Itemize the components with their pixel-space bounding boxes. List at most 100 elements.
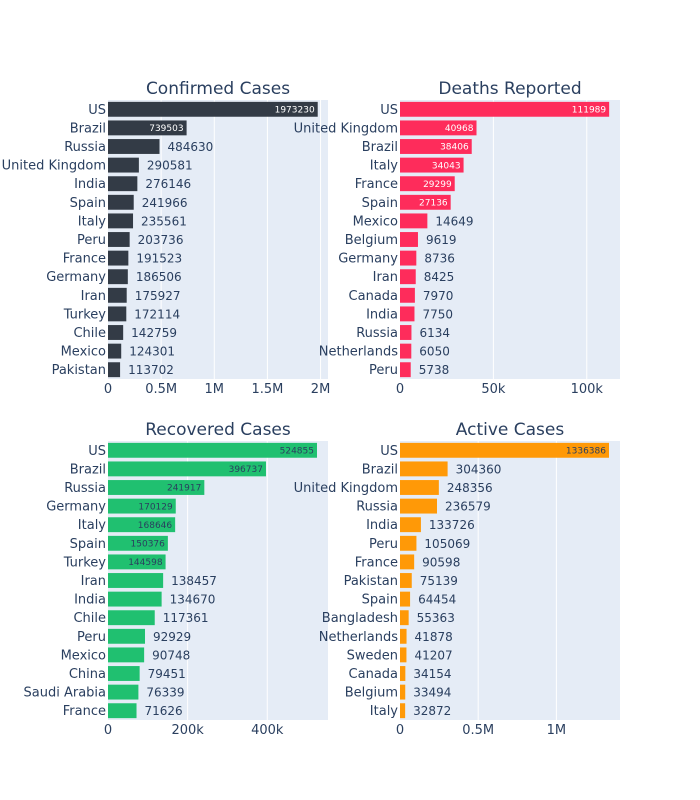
bar (400, 287, 415, 303)
data-label: 9619 (426, 233, 457, 247)
y-tick-label: France (63, 252, 106, 267)
bar (400, 101, 610, 117)
subplot-confirmed-cases: Confirmed Cases 0 0.5M 1M 1.5M 2M US 1973230 Br… (2, 79, 331, 397)
y-tick-label: Belgium (345, 233, 398, 248)
data-label: 92929 (153, 630, 191, 644)
y-tick-label: India (74, 593, 106, 608)
subplot-title: Recovered Cases (145, 420, 291, 440)
data-label: 1336386 (566, 446, 606, 456)
y-tick-label: US (380, 444, 398, 459)
data-label: 6050 (419, 345, 450, 359)
data-label: 203736 (138, 233, 184, 247)
data-label: 41207 (414, 648, 452, 662)
data-label: 29299 (423, 180, 452, 190)
bar (108, 325, 124, 340)
y-tick-label: Mexico (353, 214, 398, 229)
y-tick-label: Sweden (347, 648, 398, 663)
data-label: 175927 (135, 289, 181, 303)
x-tick-label: 2M (311, 382, 331, 397)
bar (400, 517, 421, 533)
bar (400, 176, 455, 192)
data-label: 64454 (418, 593, 456, 607)
y-tick-label: Italy (370, 159, 399, 174)
data-label: 290581 (147, 159, 193, 173)
bar (400, 157, 464, 173)
bar (108, 120, 187, 136)
data-label: 248356 (447, 481, 493, 495)
bar (400, 461, 448, 477)
y-tick-label: China (69, 667, 106, 682)
data-label: 34154 (413, 667, 451, 681)
x-tick-label: 50k (481, 382, 506, 397)
y-tick-label: Netherlands (319, 345, 398, 360)
bar (400, 362, 411, 378)
y-tick-label: United Kingdom (2, 159, 106, 174)
bar (400, 554, 415, 570)
bar (108, 610, 155, 626)
y-tick-label: Chile (73, 611, 106, 626)
data-label: 7750 (422, 307, 453, 321)
data-label: 7970 (423, 289, 454, 303)
x-tick-label: 1.5M (251, 382, 283, 397)
bar (400, 269, 416, 285)
data-label: 76339 (146, 686, 184, 700)
data-label: 5738 (419, 363, 450, 377)
y-tick-label: Peru (369, 363, 398, 378)
data-label: 33494 (413, 686, 451, 700)
bar (400, 213, 428, 229)
y-tick-label: Iran (81, 289, 106, 304)
data-label: 235561 (141, 214, 187, 228)
y-tick-label: Chile (73, 326, 106, 341)
bar (108, 628, 146, 644)
bar (108, 442, 317, 458)
bar (108, 139, 160, 154)
data-label: 105069 (424, 537, 470, 551)
bar (400, 194, 451, 210)
y-tick-label: India (74, 177, 106, 192)
bar (108, 269, 128, 285)
bar (400, 325, 412, 340)
bar (108, 213, 134, 229)
data-label: 484630 (168, 140, 214, 154)
data-label: 172114 (134, 307, 180, 321)
bar (400, 535, 417, 551)
data-label: 117361 (163, 611, 209, 625)
bar (400, 120, 477, 136)
bar (108, 498, 176, 514)
y-tick-label: Germany (338, 252, 398, 267)
y-tick-label: India (366, 518, 398, 533)
x-tick-label: 400k (251, 723, 284, 738)
y-tick-label: India (366, 307, 398, 322)
data-label: 124301 (129, 345, 175, 359)
data-label: 27136 (419, 198, 448, 208)
y-tick-label: France (355, 555, 398, 570)
data-label: 113702 (128, 363, 174, 377)
y-tick-label: Germany (46, 270, 106, 285)
y-tick-label: Spain (70, 537, 106, 552)
data-label: 8736 (424, 252, 455, 266)
x-tick-label: 200k (171, 723, 204, 738)
bar (108, 554, 166, 570)
subplot-deaths-reported: Deaths Reported 0 50k 100k US 111989 United K… (294, 79, 620, 397)
data-label: 75139 (420, 574, 458, 588)
subplot-title: Active Cases (456, 420, 565, 440)
y-tick-label: Netherlands (319, 630, 398, 645)
bar (108, 101, 318, 117)
data-label: 1973230 (275, 105, 315, 115)
bar (108, 194, 134, 210)
data-label: 14649 (435, 214, 473, 228)
data-label: 90748 (152, 648, 190, 662)
data-label: 111989 (572, 105, 607, 115)
y-tick-label: Russia (356, 326, 398, 341)
bar (400, 306, 415, 322)
bar (400, 498, 437, 514)
data-label: 38406 (440, 143, 469, 153)
bar (400, 573, 412, 588)
data-label: 739503 (149, 124, 183, 134)
data-label: 236579 (445, 500, 491, 514)
y-tick-label: Mexico (61, 648, 106, 663)
bar (108, 684, 139, 700)
x-tick-label: 0.5M (145, 382, 177, 397)
bar (108, 461, 266, 477)
